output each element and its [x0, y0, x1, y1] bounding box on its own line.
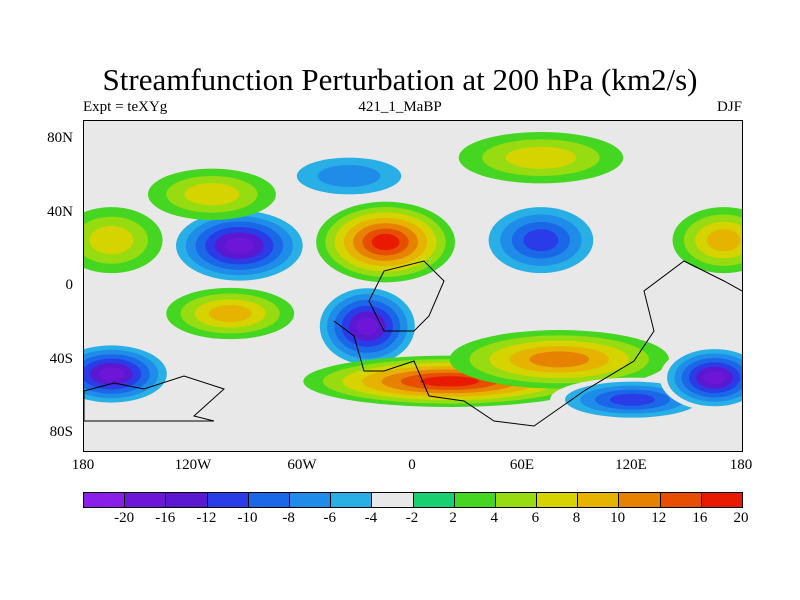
colorbar-swatch: [701, 493, 742, 507]
colorbar-swatch: [331, 493, 373, 507]
colorbar-swatch: [619, 493, 661, 507]
lat-label-80n: 80N: [47, 130, 73, 146]
coastline: [333, 260, 742, 427]
contour-level: [529, 351, 590, 368]
colorbar-label: 8: [572, 510, 581, 526]
contour-level: [184, 183, 240, 206]
lon-label-120e: 120E: [615, 457, 647, 473]
contour-level: [505, 146, 577, 169]
colorbar-label: -20: [114, 510, 135, 526]
colorbar-swatch: [125, 493, 167, 507]
colorbar-label: 16: [692, 510, 708, 526]
colorbar-swatch: [84, 493, 126, 507]
colorbar-label: 12: [651, 510, 667, 526]
coastline: [368, 260, 445, 332]
season-label: DJF: [716, 99, 742, 115]
colorbar-swatch: [166, 493, 208, 507]
streamfunction-contour-map: [84, 132, 742, 427]
colorbar-swatch: [248, 493, 290, 507]
contour-level: [317, 165, 381, 187]
colorbar-label: 2: [449, 510, 457, 526]
map-title: Streamfunction Perturbation at 200 hPa (…: [102, 62, 698, 97]
colorbar-label: 6: [531, 510, 540, 526]
contour-level: [371, 233, 400, 251]
colorbar-swatch: [289, 493, 332, 507]
lat-label-40n: 40N: [47, 204, 73, 220]
map-plot-area: [83, 120, 743, 452]
colorbar-label: -6: [323, 510, 337, 526]
contour-level: [356, 317, 379, 336]
contour-level: [609, 393, 655, 406]
lat-label-0: 0: [65, 277, 74, 293]
contour-level: [420, 376, 479, 387]
lon-label-0: 0: [408, 457, 416, 473]
colorbar-label: -8: [282, 510, 295, 526]
contour-level: [703, 371, 726, 385]
colorbar-label: -12: [196, 510, 217, 526]
colorbar-swatch: [537, 493, 579, 507]
lon-label-60e: 60E: [509, 457, 535, 473]
coastline: [84, 375, 225, 422]
contour-level: [224, 237, 254, 254]
colorbar-label: -2: [405, 510, 419, 526]
lat-label-80s: 80S: [49, 424, 73, 440]
colorbar-swatch: [413, 493, 455, 507]
colorbar-swatch: [372, 493, 414, 507]
lon-label-180w: 180: [71, 457, 95, 473]
contour-level: [706, 229, 741, 252]
colorbar-swatch: [495, 493, 538, 507]
lat-label-40s: 40S: [49, 351, 73, 367]
colorbar-label: -16: [155, 510, 176, 526]
contour-level: [98, 367, 125, 381]
colorbar-label: 20: [733, 510, 749, 526]
colorbar-swatch: [660, 493, 702, 507]
colorbar-label: -4: [364, 510, 378, 526]
contour-level: [208, 304, 252, 323]
run-label: 421_1_MaBP: [358, 99, 442, 115]
colorbar-label: 4: [490, 510, 499, 526]
colorbar-swatch: [207, 493, 249, 507]
colorbar-swatch: [454, 493, 496, 507]
colorbar: [83, 492, 743, 508]
colorbar-label: -10: [237, 510, 258, 526]
contour-level: [89, 226, 134, 255]
colorbar-swatch: [578, 493, 620, 507]
contour-level: [523, 229, 559, 252]
lon-label-180e: 180: [729, 457, 753, 473]
experiment-label: Expt = teXYg: [83, 99, 168, 115]
lon-label-120w: 120W: [174, 457, 212, 473]
colorbar-label: 10: [610, 510, 626, 526]
lon-label-60w: 60W: [287, 457, 317, 473]
